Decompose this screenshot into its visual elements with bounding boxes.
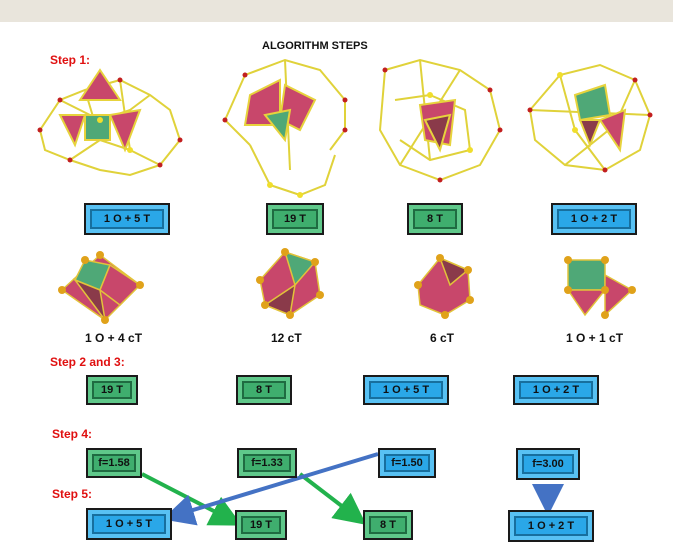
top-bar: [0, 0, 673, 22]
caption-3: 6 cT: [430, 331, 455, 345]
structure-2: [224, 58, 346, 197]
box-row5-2: 19 T: [235, 510, 287, 540]
structure-3: [378, 58, 502, 182]
box-row23-1: 19 T: [86, 375, 138, 405]
box-row4-1: f=1.58: [86, 448, 142, 478]
step-4-label: Step 4:: [52, 427, 93, 441]
box-row5-4: 1 O + 2 T: [508, 510, 594, 542]
arrow-f150-to-1O5T: [162, 452, 379, 526]
polyhedron-4: [566, 259, 634, 317]
box-row1-3: 8 T: [407, 203, 463, 235]
step-1-label: Step 1:: [50, 53, 91, 67]
caption-2: 12 cT: [271, 331, 302, 345]
box-row1-1: 1 O + 5 T: [84, 203, 170, 235]
structure-4: [529, 63, 652, 172]
box-row4-3: f=1.50: [378, 448, 436, 478]
polyhedron-3: [417, 256, 471, 316]
structure-1: [39, 68, 182, 177]
caption-1: 1 O + 4 cT: [85, 331, 143, 345]
box-row23-2: 8 T: [236, 375, 292, 405]
step-2-3-label: Step 2 and 3:: [50, 355, 125, 369]
box-row5-1: 1 O + 5 T: [86, 508, 172, 540]
diagram-title: ALGORITHM STEPS: [262, 40, 368, 52]
caption-4: 1 O + 1 cT: [566, 331, 624, 345]
box-row1-2: 19 T: [266, 203, 324, 235]
arrow-f133-to-8T: [298, 472, 367, 525]
polyhedron-2: [259, 250, 321, 317]
polyhedron-1: [60, 254, 142, 321]
box-row4-2: f=1.33: [237, 448, 297, 478]
box-row23-4: 1 O + 2 T: [513, 375, 599, 405]
step-5-label: Step 5:: [52, 487, 93, 501]
box-row1-4: 1 O + 2 T: [551, 203, 637, 235]
box-row23-3: 1 O + 5 T: [363, 375, 449, 405]
box-row5-3: 8 T: [363, 510, 413, 540]
box-row4-4: f=3.00: [516, 448, 580, 480]
